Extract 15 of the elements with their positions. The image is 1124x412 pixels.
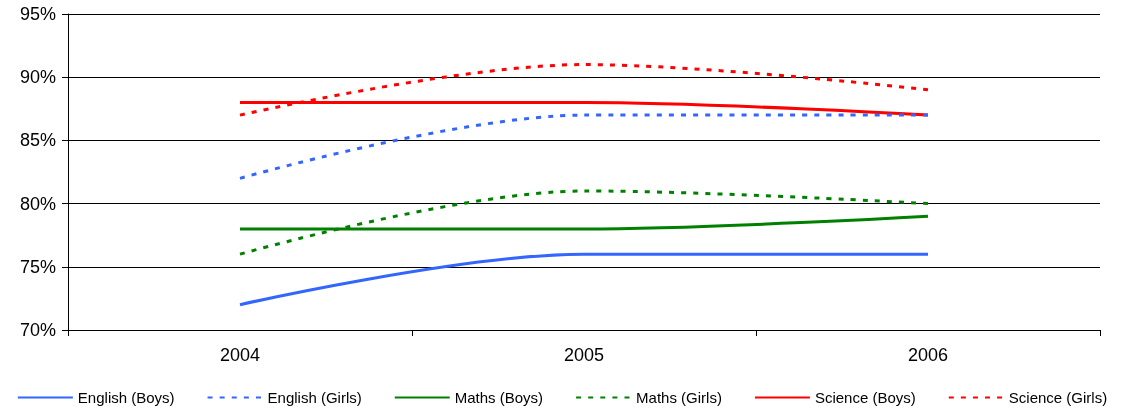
y-tick-label: 95% — [19, 4, 56, 24]
x-tick-label: 2004 — [219, 345, 261, 365]
legend-label: English (Girls) — [267, 389, 362, 406]
legend-label: Science (Girls) — [1008, 389, 1108, 406]
y-tick-label: 80% — [19, 193, 56, 214]
legend-label: English (Boys) — [77, 389, 175, 406]
y-tick-label: 70% — [19, 320, 56, 340]
y-tick-label: 90% — [19, 67, 56, 88]
x-tick-label: 2005 — [563, 345, 605, 365]
x-tick-label: 2006 — [907, 345, 949, 365]
legend-label: Maths (Boys) — [454, 389, 544, 406]
legend-label: Science (Boys) — [814, 389, 916, 406]
legend-label: Maths (Girls) — [636, 389, 722, 406]
y-tick-label: 85% — [19, 130, 56, 151]
y-tick-label: 75% — [19, 256, 56, 277]
